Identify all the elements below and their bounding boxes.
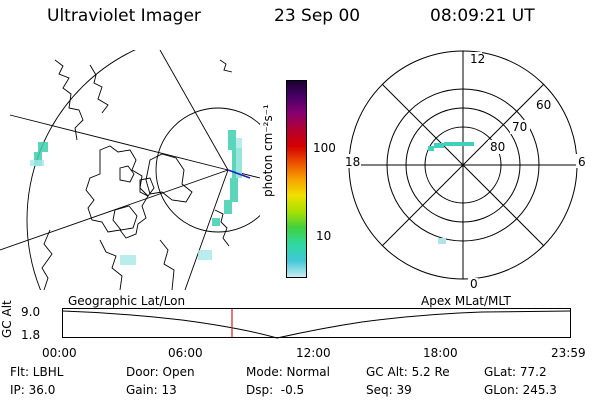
gc-alt-info: GC Alt: 5.2 Re (366, 365, 450, 379)
seq-info: Seq: 39 (366, 383, 412, 397)
instrument-title: Ultraviolet Imager (47, 6, 201, 26)
gc-alt-axis-label: GC Alt (0, 300, 14, 338)
mlat-label-80: 80 (490, 140, 505, 154)
coastline (214, 209, 230, 247)
colorbar-tick-10: 10 (316, 229, 332, 243)
time-label: 08:09:21 UT (430, 6, 535, 26)
colorbar-unit-label: photon cm⁻²s⁻¹ (261, 104, 275, 197)
coastline (159, 239, 175, 290)
time-tick-1200: 12:00 (296, 346, 331, 360)
coastline (41, 229, 53, 290)
flt-info: Flt: LBHL (10, 365, 64, 379)
altitude-curve (62, 310, 571, 339)
ip-info: IP: 36.0 (10, 383, 56, 397)
coastline (85, 145, 149, 239)
coastline (54, 59, 84, 141)
polar-emission (428, 142, 474, 151)
mlt-label-0: 0 (470, 277, 478, 290)
colorbar-tick-100: 100 (313, 141, 336, 155)
geographic-map (0, 50, 260, 290)
coastline (219, 59, 233, 73)
coastline (119, 165, 135, 183)
coastline (112, 205, 138, 231)
polar-meridian (381, 83, 545, 247)
coastline (139, 177, 155, 197)
dsp-info: Dsp: -0.5 (246, 383, 305, 397)
meridian-line (9, 114, 229, 171)
door-info: Door: Open (126, 365, 195, 379)
gain-info: Gain: 13 (126, 383, 177, 397)
glon-info: GLon: 245.3 (484, 383, 557, 397)
time-tick-1800: 18:00 (423, 346, 458, 360)
date-label: 23 Sep 00 (274, 6, 361, 26)
time-tick-2359: 23:59 (551, 346, 586, 360)
altitude-plot-frame (62, 308, 571, 338)
coastline (145, 153, 193, 203)
time-tick-0600: 06:00 (168, 346, 203, 360)
auroral-emission (34, 130, 242, 226)
sun-direction-line (227, 169, 251, 179)
meridian-line (159, 50, 229, 171)
meridian-line (0, 169, 229, 251)
mode-info: Mode: Normal (246, 365, 330, 379)
gc-alt-tick-9: 9.0 (21, 305, 41, 319)
glat-info: GLat: 77.2 (484, 365, 547, 379)
coastline (89, 64, 109, 114)
map-lat-circle (155, 107, 260, 233)
color-bar (286, 80, 307, 278)
mlt-label-6: 6 (578, 155, 586, 169)
mlt-label-18: 18 (345, 155, 360, 169)
gc-alt-tick-1-8: 1.8 (21, 328, 41, 342)
apex-caption: Apex MLat/MLT (421, 294, 511, 308)
coastline (99, 239, 123, 290)
mlat-label-70: 70 (512, 120, 527, 134)
altitude-plot (62, 308, 571, 339)
mlat-label-60: 60 (536, 98, 551, 112)
time-tick-0000: 00:00 (42, 346, 77, 360)
mlt-label-12: 12 (470, 52, 485, 66)
meridian-line (184, 169, 229, 290)
geographic-caption: Geographic Lat/Lon (68, 294, 186, 308)
polar-plot: 12 0 18 6 60 70 80 (343, 50, 586, 290)
map-outer-circle (26, 50, 260, 290)
